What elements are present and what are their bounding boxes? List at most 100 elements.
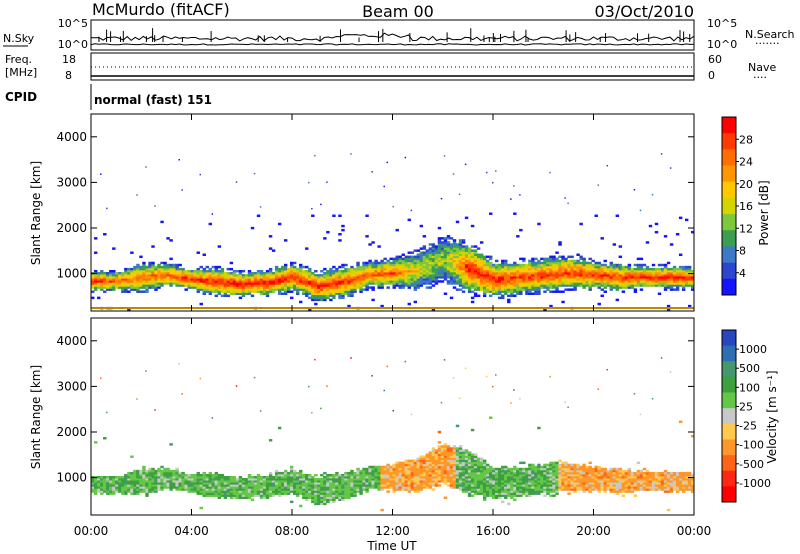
- power-cell: [148, 280, 152, 283]
- velocity-cell: [461, 482, 466, 485]
- nsky-tick-top-right: 10^5: [707, 17, 737, 30]
- power-cell: [501, 267, 505, 271]
- velocity-cell: [488, 471, 493, 475]
- power-cell: [392, 269, 396, 273]
- power-cell: [552, 255, 556, 259]
- power-cell: [362, 265, 366, 269]
- power-cell: [407, 272, 411, 275]
- velocity-cell: [166, 469, 170, 473]
- power-cell: [612, 267, 617, 271]
- power-cell: [172, 265, 176, 269]
- power-cell: [296, 278, 300, 281]
- power-cell: [256, 284, 261, 287]
- velocity-cell: [353, 492, 357, 495]
- power-cell: [651, 280, 656, 283]
- velocity-cell: [440, 455, 445, 458]
- velocity-cell: [326, 476, 330, 479]
- velocity-cell: [244, 494, 249, 497]
- power-cell: [193, 278, 197, 281]
- colorbar-tick-label: 24: [739, 156, 753, 169]
- velocity-cell: [431, 465, 436, 469]
- power-cell: [567, 263, 571, 267]
- power-cell: [178, 269, 182, 273]
- velocity-cell: [296, 494, 300, 497]
- velocity-cell: [259, 490, 264, 493]
- power-cell: [615, 278, 620, 281]
- power-cell: [446, 280, 451, 283]
- power-cell: [609, 286, 613, 289]
- power-cell: [549, 280, 553, 283]
- velocity-cell: [308, 494, 312, 497]
- power-cell: [528, 272, 532, 275]
- velocity-cell: [461, 461, 466, 465]
- velocity-cell: [193, 486, 197, 489]
- power-cell: [573, 265, 577, 269]
- velocity-cell: [106, 492, 110, 495]
- velocity-cell: [407, 486, 411, 489]
- power-cell: [636, 280, 641, 283]
- power-cell: [452, 241, 457, 244]
- power-cell: [564, 259, 568, 263]
- velocity-cell: [443, 455, 448, 458]
- power-cell: [199, 265, 203, 269]
- velocity-cell: [365, 476, 369, 479]
- power-cell: [639, 274, 644, 277]
- velocity-cell: [510, 478, 514, 481]
- velocity-cell: [299, 476, 303, 479]
- power-cell: [380, 278, 384, 281]
- power-cell: [464, 272, 469, 275]
- power-cell: [199, 272, 203, 275]
- velocity-cell: [488, 465, 493, 469]
- power-cell: [573, 274, 577, 277]
- power-cell: [401, 282, 405, 285]
- power-cell: [259, 280, 264, 283]
- velocity-cell: [413, 461, 418, 465]
- velocity-cell: [91, 478, 95, 481]
- velocity-cell: [513, 471, 517, 475]
- velocity-cell: [452, 449, 457, 452]
- power-cell: [208, 284, 213, 287]
- power-cell: [124, 284, 128, 287]
- velocity-cell: [305, 494, 309, 497]
- power-cell: [687, 304, 692, 308]
- velocity-cell: [283, 488, 288, 491]
- velocity-cell: [136, 473, 140, 477]
- velocity-cell: [214, 476, 219, 479]
- power-cell: [317, 296, 321, 300]
- power-cell: [166, 265, 170, 269]
- power-cell: [537, 269, 541, 273]
- velocity-cell: [335, 471, 339, 475]
- power-cell: [588, 280, 592, 283]
- velocity-cell: [449, 453, 454, 456]
- power-cell: [289, 272, 294, 275]
- power-cell: [341, 276, 345, 279]
- velocity-cell: [103, 490, 107, 493]
- power-cell: [302, 286, 306, 289]
- power-cell: [642, 278, 647, 281]
- velocity-cell: [178, 486, 182, 489]
- power-cell: [148, 263, 152, 267]
- power-cell: [452, 280, 457, 283]
- power-cell: [332, 282, 336, 285]
- power-cell: [311, 282, 315, 285]
- velocity-cell: [217, 486, 222, 489]
- power-cell: [199, 288, 203, 291]
- velocity-cell: [407, 459, 411, 463]
- power-cell: [479, 265, 484, 269]
- power-cell: [633, 290, 638, 293]
- velocity-cell: [380, 467, 384, 471]
- power-cell: [211, 288, 216, 291]
- power-cell: [498, 292, 502, 295]
- power-cell: [184, 288, 188, 291]
- velocity-cell: [458, 467, 463, 471]
- power-cell: [241, 274, 246, 277]
- power-cell: [232, 278, 237, 281]
- velocity-cell: [217, 482, 222, 485]
- velocity-cell: [401, 486, 405, 489]
- velocity-cell: [467, 463, 472, 467]
- velocity-cell: [280, 482, 285, 485]
- power-cell: [488, 255, 493, 259]
- velocity-cell: [434, 465, 439, 469]
- velocity-cell: [124, 486, 128, 489]
- power-cell: [531, 280, 535, 283]
